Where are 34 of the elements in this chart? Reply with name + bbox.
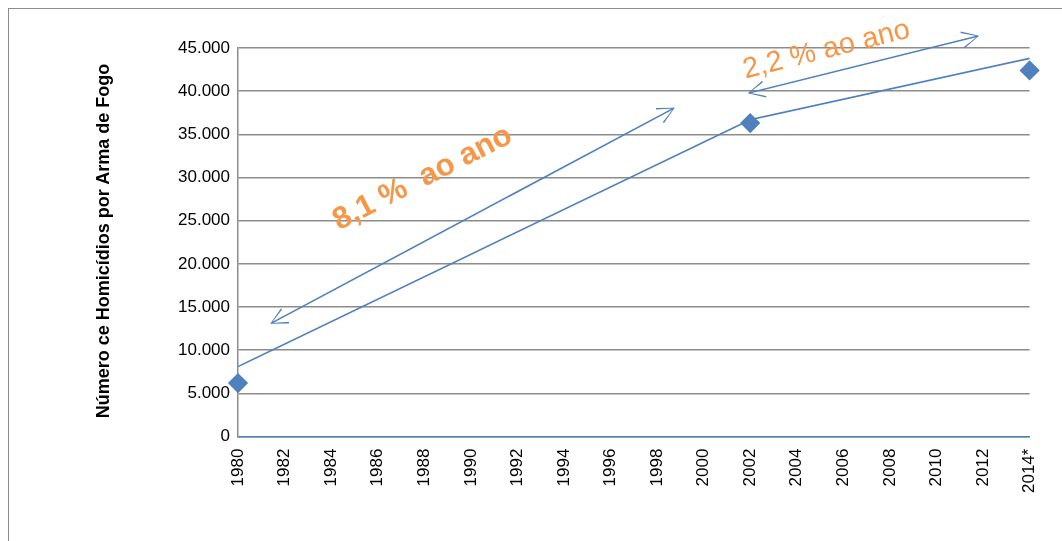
x-tick-label: 2008 bbox=[879, 448, 899, 487]
x-tick-label: 1986 bbox=[367, 448, 387, 487]
y-tick-label: 0 bbox=[220, 426, 230, 446]
y-tick-label: 35.000 bbox=[178, 124, 230, 144]
y-tick-label: 45.000 bbox=[178, 37, 230, 57]
y-tick-label: 25.000 bbox=[178, 210, 230, 230]
x-tick-label: 1982 bbox=[274, 448, 294, 487]
x-tick-label: 2010 bbox=[926, 448, 946, 487]
x-tick-label: 2004 bbox=[786, 448, 806, 487]
y-axis-title: Número ce Homicídios por Arma de Fogo bbox=[92, 62, 114, 421]
x-tick-label: 1998 bbox=[646, 448, 666, 487]
x-tick-label: 1996 bbox=[600, 448, 620, 487]
annotation: 2,2 % ao ano bbox=[738, 10, 914, 86]
point bbox=[1019, 60, 1040, 81]
annotation: 8,1 % ao ano bbox=[325, 115, 519, 239]
y-tick-label: 5.000 bbox=[187, 383, 230, 403]
x-tick-label: 1992 bbox=[507, 448, 527, 487]
y-tick-label: 10.000 bbox=[178, 339, 230, 359]
x-tick-label: 1980 bbox=[227, 448, 247, 487]
point bbox=[740, 113, 761, 133]
y-tick-label: 40.000 bbox=[178, 80, 230, 100]
point bbox=[228, 373, 248, 393]
x-tick-label: 2014* bbox=[1019, 448, 1039, 493]
x-tick-label: 1994 bbox=[553, 448, 573, 487]
x-tick-label: 2000 bbox=[693, 448, 713, 487]
y-tick-label: 20.000 bbox=[178, 253, 230, 273]
x-tick-label: 2006 bbox=[833, 448, 853, 487]
x-tick-label: 1988 bbox=[413, 448, 433, 487]
x-tick-label: 1990 bbox=[460, 448, 480, 487]
x-tick-label: 1984 bbox=[320, 448, 340, 487]
y-tick-label: 30.000 bbox=[178, 167, 230, 187]
x-tick-label: 2012 bbox=[972, 448, 992, 487]
y-tick-label: 15.000 bbox=[178, 296, 230, 316]
x-tick-label: 2002 bbox=[739, 448, 759, 487]
